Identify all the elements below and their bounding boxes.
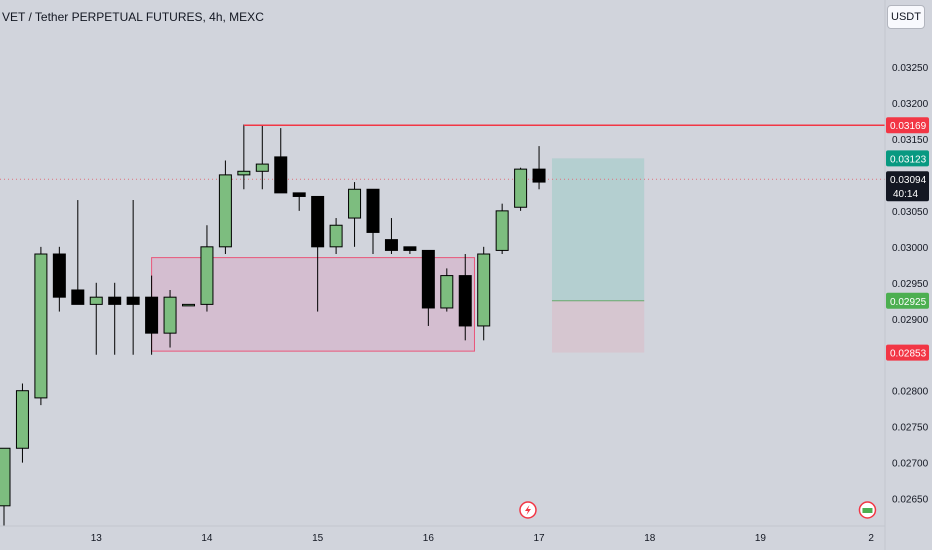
target-badge: 0.03123 [890,154,927,165]
current-price-badge-countdown: 40:14 [893,189,918,200]
x-tick-label: 13 [91,533,103,544]
candle-body[interactable] [292,192,306,197]
y-tick-label: 0.02800 [892,387,929,398]
candle-body[interactable] [440,275,454,309]
flash-bolt-icon [524,505,531,515]
candle-body[interactable] [0,447,11,507]
y-tick-label: 0.03150 [892,135,929,146]
candle-body[interactable] [108,296,122,305]
y-tick-label: 0.02950 [892,279,929,290]
x-tick-label: 15 [312,533,324,544]
candle-body[interactable] [255,163,269,172]
current-price-badge: 0.03094 [890,175,927,186]
candle-body[interactable] [384,239,398,251]
candle-body[interactable] [311,195,325,248]
stop-badge: 0.02853 [890,349,927,360]
candle-body[interactable] [495,210,509,251]
resistance-badge-bg [886,117,929,134]
y-tick-label: 0.02750 [892,423,929,434]
entry-badge-bg [886,292,929,309]
position-target-zone[interactable] [551,158,645,301]
candle-body[interactable] [34,253,48,399]
candle-body[interactable] [329,224,343,248]
candle-body[interactable] [218,174,232,248]
x-tick-label: 16 [423,533,435,544]
candle-body[interactable] [182,303,195,307]
price-axis[interactable] [885,0,932,550]
candle-body[interactable] [514,168,528,208]
candle-body[interactable] [477,253,491,327]
x-tick-label: 18 [644,533,656,544]
y-tick-label: 0.02900 [892,315,929,326]
stop-badge-bg [886,344,929,361]
candle-body[interactable] [274,156,288,194]
candle-body[interactable] [237,170,251,176]
y-tick-label: 0.02700 [892,459,929,470]
time-axis[interactable] [0,526,885,550]
candle-body[interactable] [71,289,85,305]
x-tick-label: 17 [533,533,545,544]
candle-body[interactable] [89,296,103,305]
candle-body[interactable] [421,249,435,309]
candle-body[interactable] [126,296,140,305]
currency-button[interactable]: USDT [887,5,925,29]
chart-title: VET / Tether PERPETUAL FUTURES, 4h, MEXC [2,10,264,24]
candle-body[interactable] [163,296,177,334]
entry-badge: 0.02925 [890,297,927,308]
candle-body[interactable] [15,390,29,449]
y-tick-label: 0.03000 [892,243,929,254]
earnings-bar-icon [862,508,873,513]
x-tick-label: 14 [201,533,213,544]
position-stop-zone[interactable] [551,300,645,353]
candle-body[interactable] [145,296,159,334]
x-tick-label: 19 [755,533,767,544]
y-tick-label: 0.03250 [892,63,929,74]
candle-body[interactable] [366,188,380,233]
candle-body[interactable] [458,275,472,327]
resistance-badge: 0.03169 [890,121,927,132]
x-tick-label: 2 [868,533,874,544]
y-tick-label: 0.03050 [892,207,929,218]
target-badge-bg [886,150,929,167]
current-price-badge-bg [886,171,929,202]
y-tick-label: 0.03200 [892,99,929,110]
candle-body[interactable] [403,246,417,251]
candle-body[interactable] [348,188,362,219]
y-tick-label: 0.02650 [892,495,929,506]
candle-body[interactable] [52,253,66,298]
candle-body[interactable] [532,168,546,183]
candle-body[interactable] [200,246,214,305]
